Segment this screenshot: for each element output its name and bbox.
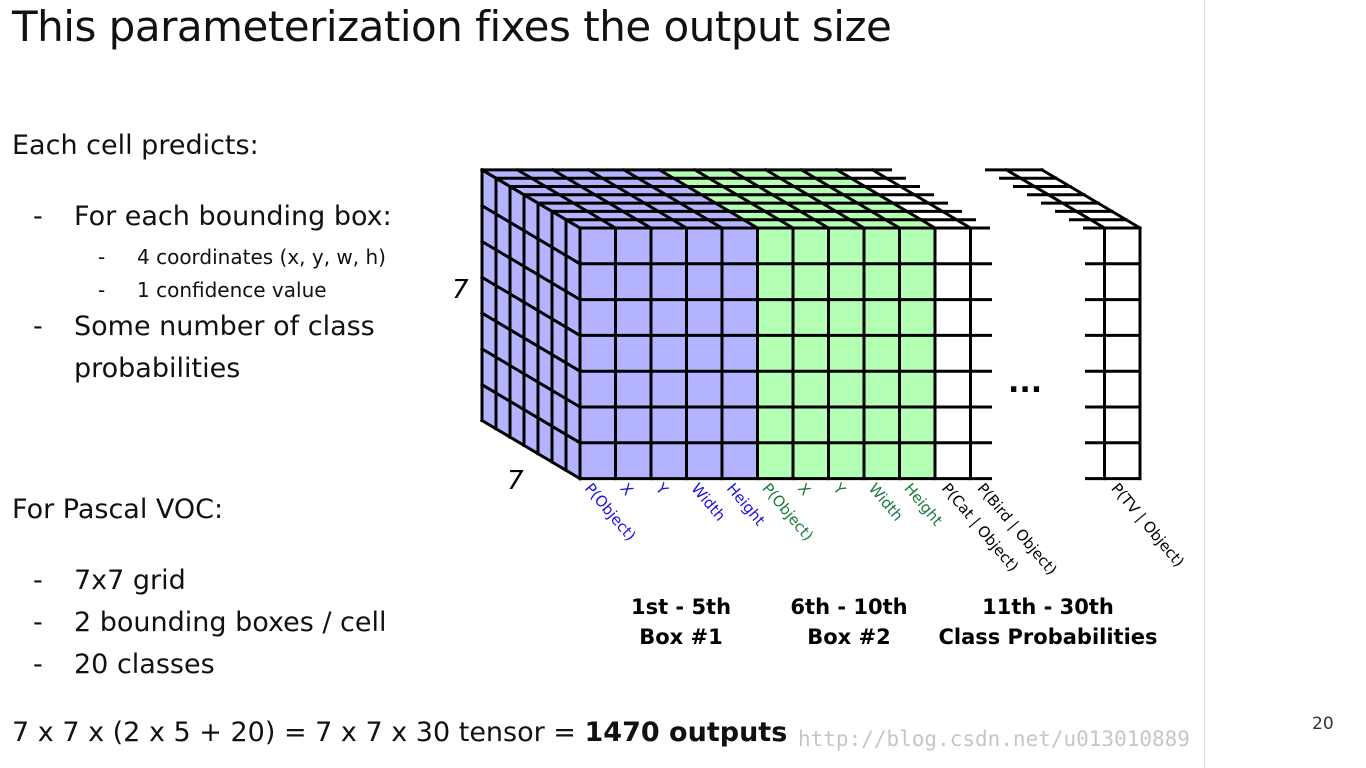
label-box1-x: X [616, 480, 636, 499]
bullet-dash: - [33, 201, 43, 232]
side-grid-diag [479, 418, 583, 481]
pascal-heading: For Pascal VOC: [12, 494, 224, 525]
sub-bullet-confidence: 1 confidence value [137, 278, 327, 302]
slide-sidebar [1204, 0, 1366, 768]
pascal-bullet-boxes: 2 bounding boxes / cell [74, 607, 387, 638]
bullet-class-probabilities-cont: probabilities [74, 353, 241, 384]
group-box2-name: Box #2 [807, 625, 891, 649]
pascal-bullet-grid: 7x7 grid [74, 565, 186, 596]
side-grid-diag [479, 311, 583, 374]
side-grid-diag [479, 382, 583, 445]
ellipsis: ... [1008, 365, 1042, 400]
watermark: http://blog.csdn.net/u013010889 [798, 727, 1190, 751]
sub-bullet-coordinates: 4 coordinates (x, y, w, h) [137, 245, 386, 269]
label-box2-height: Height [900, 480, 946, 530]
group-box1-label: 1st - 5th Box #1 [631, 595, 731, 649]
slab-top-diag [1004, 167, 1107, 231]
tensor-formula: 7 x 7 x (2 x 5 + 20) = 7 x 7 x 30 tensor… [12, 717, 787, 748]
label-box1-y: Y [651, 479, 672, 499]
slide-title: This parameterization fixes the output s… [12, 2, 892, 51]
bullet-dash: - [33, 565, 43, 596]
formula-bold: 1470 outputs [584, 717, 788, 748]
side-grid-diag [479, 239, 583, 302]
side-grid-diag [479, 346, 583, 410]
formula-text: 7 x 7 x (2 x 5 + 20) = 7 x 7 x 30 tensor… [12, 717, 585, 748]
group-box2-label: 6th - 10th Box #2 [790, 595, 907, 649]
bullet-bounding-box: For each bounding box: [74, 201, 392, 232]
bullet-dash: - [33, 311, 43, 342]
sub-bullet-dash: - [98, 245, 106, 269]
label-box2-width: Width [865, 480, 907, 525]
slab-top-diag [1039, 167, 1143, 231]
label-box2-x: X [794, 480, 814, 499]
side-grid-diag [479, 203, 583, 266]
label-class-tv: P(TV | Object) [1107, 480, 1187, 571]
cube-lines [479, 167, 992, 481]
pascal-bullet-classes: 20 classes [74, 649, 215, 680]
sub-bullet-dash: - [98, 278, 106, 302]
group-box1-name: Box #1 [639, 625, 723, 649]
group-class-range: 11th - 30th [982, 595, 1114, 619]
bullet-dash: - [33, 607, 43, 638]
cube-fills [482, 169, 935, 479]
front-face-fill-box2 [757, 228, 935, 479]
group-class-label: 11th - 30th Class Probabilities [938, 595, 1157, 649]
group-box1-range: 1st - 5th [631, 595, 731, 619]
bullet-class-probabilities: Some number of class [74, 311, 375, 342]
left-face-fill [482, 169, 580, 479]
label-box1-height: Height [723, 480, 769, 530]
dim-depth-label: 7 [507, 466, 524, 496]
front-face-fill-box1 [580, 228, 758, 479]
bullet-dash: - [33, 649, 43, 680]
group-box2-range: 6th - 10th [790, 595, 907, 619]
dim-height-label: 7 [452, 275, 469, 305]
class-slab-lines [985, 167, 1143, 481]
top-face-fill-box1 [482, 169, 758, 228]
side-grid-diag [479, 275, 583, 338]
label-box2-y: Y [829, 479, 850, 499]
each-cell-heading: Each cell predicts: [12, 130, 259, 161]
page-number: 20 [1312, 714, 1334, 734]
slide: This parameterization fixes the output s… [12, 2, 1190, 751]
top-face-fill-box2 [659, 169, 935, 228]
group-class-name: Class Probabilities [938, 625, 1157, 649]
label-box1-width: Width [687, 480, 729, 525]
